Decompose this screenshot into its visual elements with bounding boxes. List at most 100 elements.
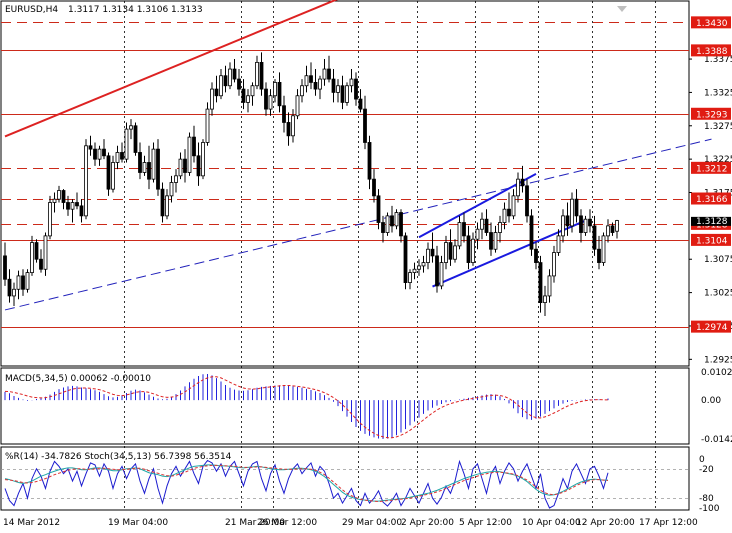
candle-body (138, 152, 142, 173)
candle-body (565, 215, 570, 227)
candle-body (115, 152, 120, 163)
candle-body (309, 75, 313, 83)
candle-body (246, 95, 250, 103)
oscillator-pane-frame (0, 446, 690, 511)
candle-body (538, 262, 543, 304)
candle-body (444, 242, 448, 263)
candle-body (30, 242, 34, 273)
level-price-tag (691, 161, 731, 174)
candle-body (250, 85, 255, 97)
candle-body (525, 185, 529, 217)
candle-body (372, 178, 376, 197)
candle-body (79, 205, 84, 217)
candle-body (228, 68, 232, 87)
candle-body (151, 148, 156, 180)
candle-body (327, 68, 331, 80)
candle-body (93, 148, 97, 160)
candle-body (223, 75, 228, 87)
candle-body (552, 252, 556, 277)
candle-body (574, 198, 579, 217)
macd-label: MACD(5,34,5) 0.00062 -0.00010 (5, 374, 151, 384)
scroll-shift-icon[interactable] (613, 0, 633, 12)
candle-body (570, 198, 574, 227)
time-tick-label: 5 Apr 12:00 (459, 518, 512, 528)
candle-body (241, 88, 246, 103)
level-price-tag-label: 1.3293 (696, 110, 728, 120)
candle-body (237, 78, 241, 90)
oscillator-tick-label: -20 (699, 465, 714, 475)
candle-body (291, 115, 295, 137)
macd-histogram-group (4, 374, 609, 440)
candle-body (232, 68, 237, 80)
time-tick-label: 17 Apr 12:00 (639, 518, 698, 528)
candle-body (448, 242, 453, 260)
candle-body (399, 212, 403, 237)
macd-tick-label: -0.01420 (701, 435, 732, 445)
candle-body (349, 78, 354, 87)
candle-body (322, 68, 327, 80)
level-price-tag-label: 1.3430 (696, 19, 728, 29)
candle-body (214, 88, 219, 97)
candle-body (457, 222, 462, 247)
candle-body (547, 275, 552, 297)
candle-body (516, 178, 520, 197)
price-tick-label: 1.3375 (704, 55, 732, 65)
time-tick-label: 19 Mar 04:00 (108, 518, 168, 528)
candle-body (39, 258, 43, 270)
candle-body (75, 202, 79, 207)
macd-pane-frame (0, 367, 690, 445)
ohlc-header-values: 1.3117 1.3134 1.3106 1.3133 (68, 5, 203, 15)
candle-body (160, 188, 165, 217)
candle-body (439, 262, 444, 287)
candle-body (201, 142, 205, 177)
candle-body (561, 215, 565, 237)
candle-body (277, 82, 282, 107)
time-tick-label: 26 Mar 12:00 (257, 518, 317, 528)
candle-body (345, 85, 349, 103)
oscillator-label: %R(14) -34.7826 Stoch(34,5,13) 56.7398 5… (5, 452, 232, 462)
candle-body (196, 155, 201, 177)
candle-body (484, 218, 489, 233)
candle-body (408, 272, 412, 283)
candle-body (435, 255, 439, 287)
level-price-tag (691, 16, 731, 29)
candle-body (43, 235, 48, 270)
oscillator-tick-label: -80 (699, 494, 714, 504)
candle-body (129, 125, 133, 130)
candle-body (480, 218, 484, 230)
oscillator-line-1 (4, 464, 608, 502)
price-tick-label: 1.2925 (704, 355, 732, 365)
trendline-red-uptrend (4, 0, 338, 138)
time-tick-label: 2 Apr 20:00 (401, 518, 454, 528)
candle-body (381, 222, 385, 233)
candle-body (34, 242, 39, 260)
candle-body (493, 232, 498, 250)
level-price-tag (691, 107, 731, 120)
candle-body (273, 82, 277, 97)
candle-body (583, 218, 588, 233)
candle-body (417, 265, 421, 270)
trendline-blue-long-trend (4, 138, 712, 311)
level-price-tag-label: 1.3166 (696, 195, 728, 205)
candle-body (390, 215, 394, 227)
candle-body (259, 61, 264, 90)
time-tick-label: 12 Apr 20:00 (576, 518, 635, 528)
candle-body (358, 98, 363, 110)
candle-body (97, 148, 102, 160)
candle-body (255, 61, 259, 87)
candle-body (205, 108, 210, 143)
candle-body (498, 222, 502, 233)
candle-body (174, 175, 178, 183)
candle-body (489, 232, 493, 250)
candle-body (286, 122, 291, 137)
candle-body (111, 162, 115, 190)
candle-body (475, 228, 480, 240)
price-tick-label: 1.3325 (704, 88, 732, 98)
candle-body (336, 85, 340, 93)
candle-body (543, 295, 547, 304)
time-tick-label: 10 Apr 04:00 (522, 518, 581, 528)
candle-body (178, 158, 183, 177)
level-price-tag-label: 1.3104 (696, 236, 728, 246)
